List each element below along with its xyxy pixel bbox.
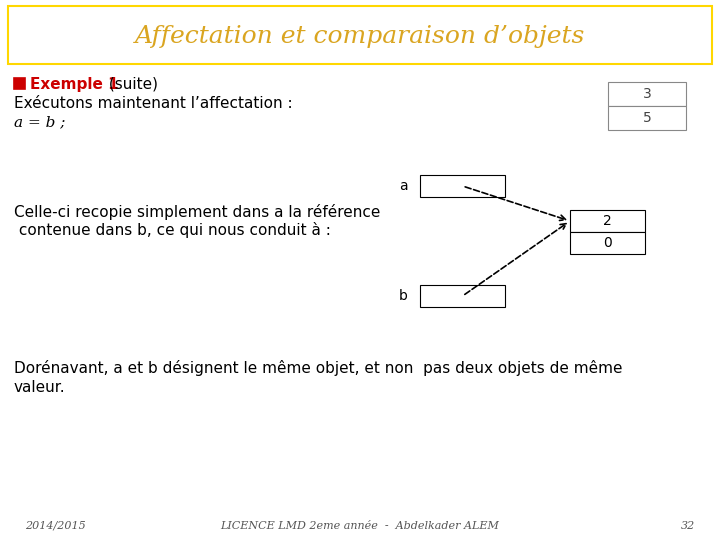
- Text: Dorénavant, a et b désignent le même objet, et non  pas deux objets de même: Dorénavant, a et b désignent le même obj…: [14, 360, 623, 376]
- Text: 0: 0: [603, 236, 612, 250]
- Text: Exemple 1: Exemple 1: [30, 77, 119, 91]
- Bar: [570, 232, 645, 254]
- Text: 3: 3: [643, 87, 652, 101]
- Text: contenue dans b, ce qui nous conduit à :: contenue dans b, ce qui nous conduit à :: [14, 222, 331, 238]
- Text: 2: 2: [603, 214, 612, 228]
- Text: Affectation et comparaison d’objets: Affectation et comparaison d’objets: [135, 24, 585, 48]
- Text: Celle-ci recopie simplement dans a la référence: Celle-ci recopie simplement dans a la ré…: [14, 204, 380, 220]
- Text: 32: 32: [680, 521, 695, 531]
- Text: a: a: [400, 179, 408, 193]
- Bar: [8, 6, 712, 64]
- Bar: [420, 175, 505, 197]
- Text: LICENCE LMD 2eme année  -  Abdelkader ALEM: LICENCE LMD 2eme année - Abdelkader ALEM: [220, 521, 500, 531]
- Text: 5: 5: [643, 111, 652, 125]
- Text: valeur.: valeur.: [14, 381, 66, 395]
- Bar: [420, 285, 505, 307]
- Bar: [14, 78, 25, 89]
- Text: 2014/2015: 2014/2015: [25, 521, 86, 531]
- Text: a = b ;: a = b ;: [14, 115, 66, 129]
- Text: (suite): (suite): [104, 77, 158, 91]
- Text: b: b: [399, 289, 408, 303]
- Bar: [608, 106, 686, 130]
- Bar: [608, 82, 686, 106]
- Bar: [570, 210, 645, 232]
- Text: Exécutons maintenant l’affectation :: Exécutons maintenant l’affectation :: [14, 96, 292, 111]
